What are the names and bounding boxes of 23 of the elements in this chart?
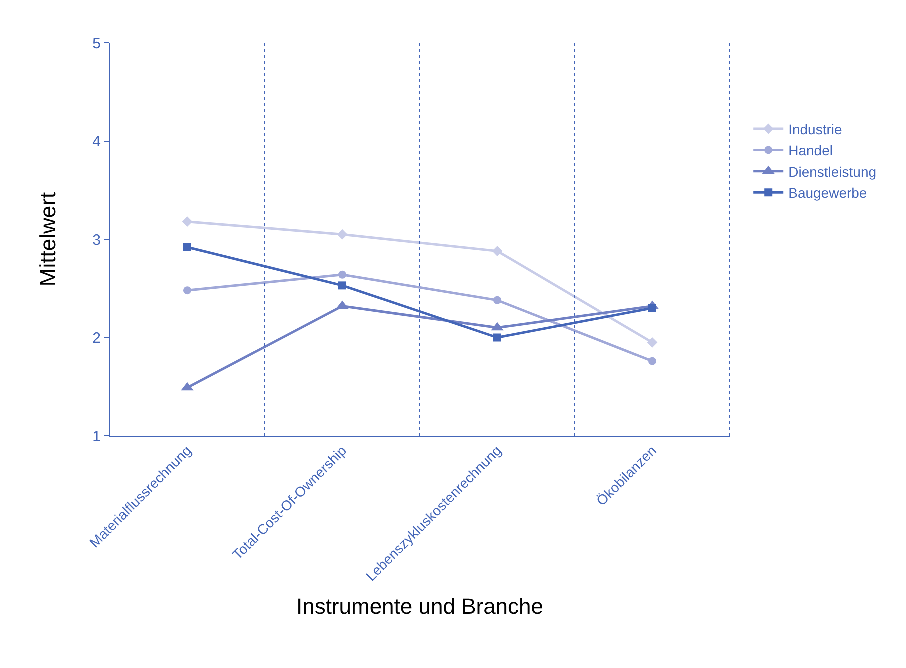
point bbox=[648, 304, 656, 312]
point bbox=[184, 243, 192, 252]
y-axis-title: Mittelwert bbox=[35, 192, 60, 287]
legend-label: Handel bbox=[788, 142, 833, 159]
point bbox=[492, 246, 503, 256]
legend-label: Industrie bbox=[788, 121, 843, 138]
point bbox=[184, 286, 192, 295]
y-tick-label: 4 bbox=[92, 134, 101, 150]
legend-label: Baugewerbe bbox=[788, 185, 868, 202]
point bbox=[182, 216, 193, 228]
point bbox=[338, 282, 346, 290]
legend-label: Dienstleistung bbox=[788, 164, 877, 180]
point bbox=[494, 334, 502, 342]
y-tick-label: 2 bbox=[92, 330, 101, 347]
point bbox=[337, 229, 348, 240]
x-axis-title: Instrumente und Branche bbox=[296, 594, 544, 620]
y-tick-label: 1 bbox=[92, 428, 101, 446]
y-tick-label: 5 bbox=[92, 35, 101, 52]
point bbox=[647, 337, 658, 348]
y-tick-label: 3 bbox=[92, 232, 101, 249]
point bbox=[338, 270, 346, 279]
point bbox=[494, 296, 502, 304]
point bbox=[648, 357, 656, 366]
